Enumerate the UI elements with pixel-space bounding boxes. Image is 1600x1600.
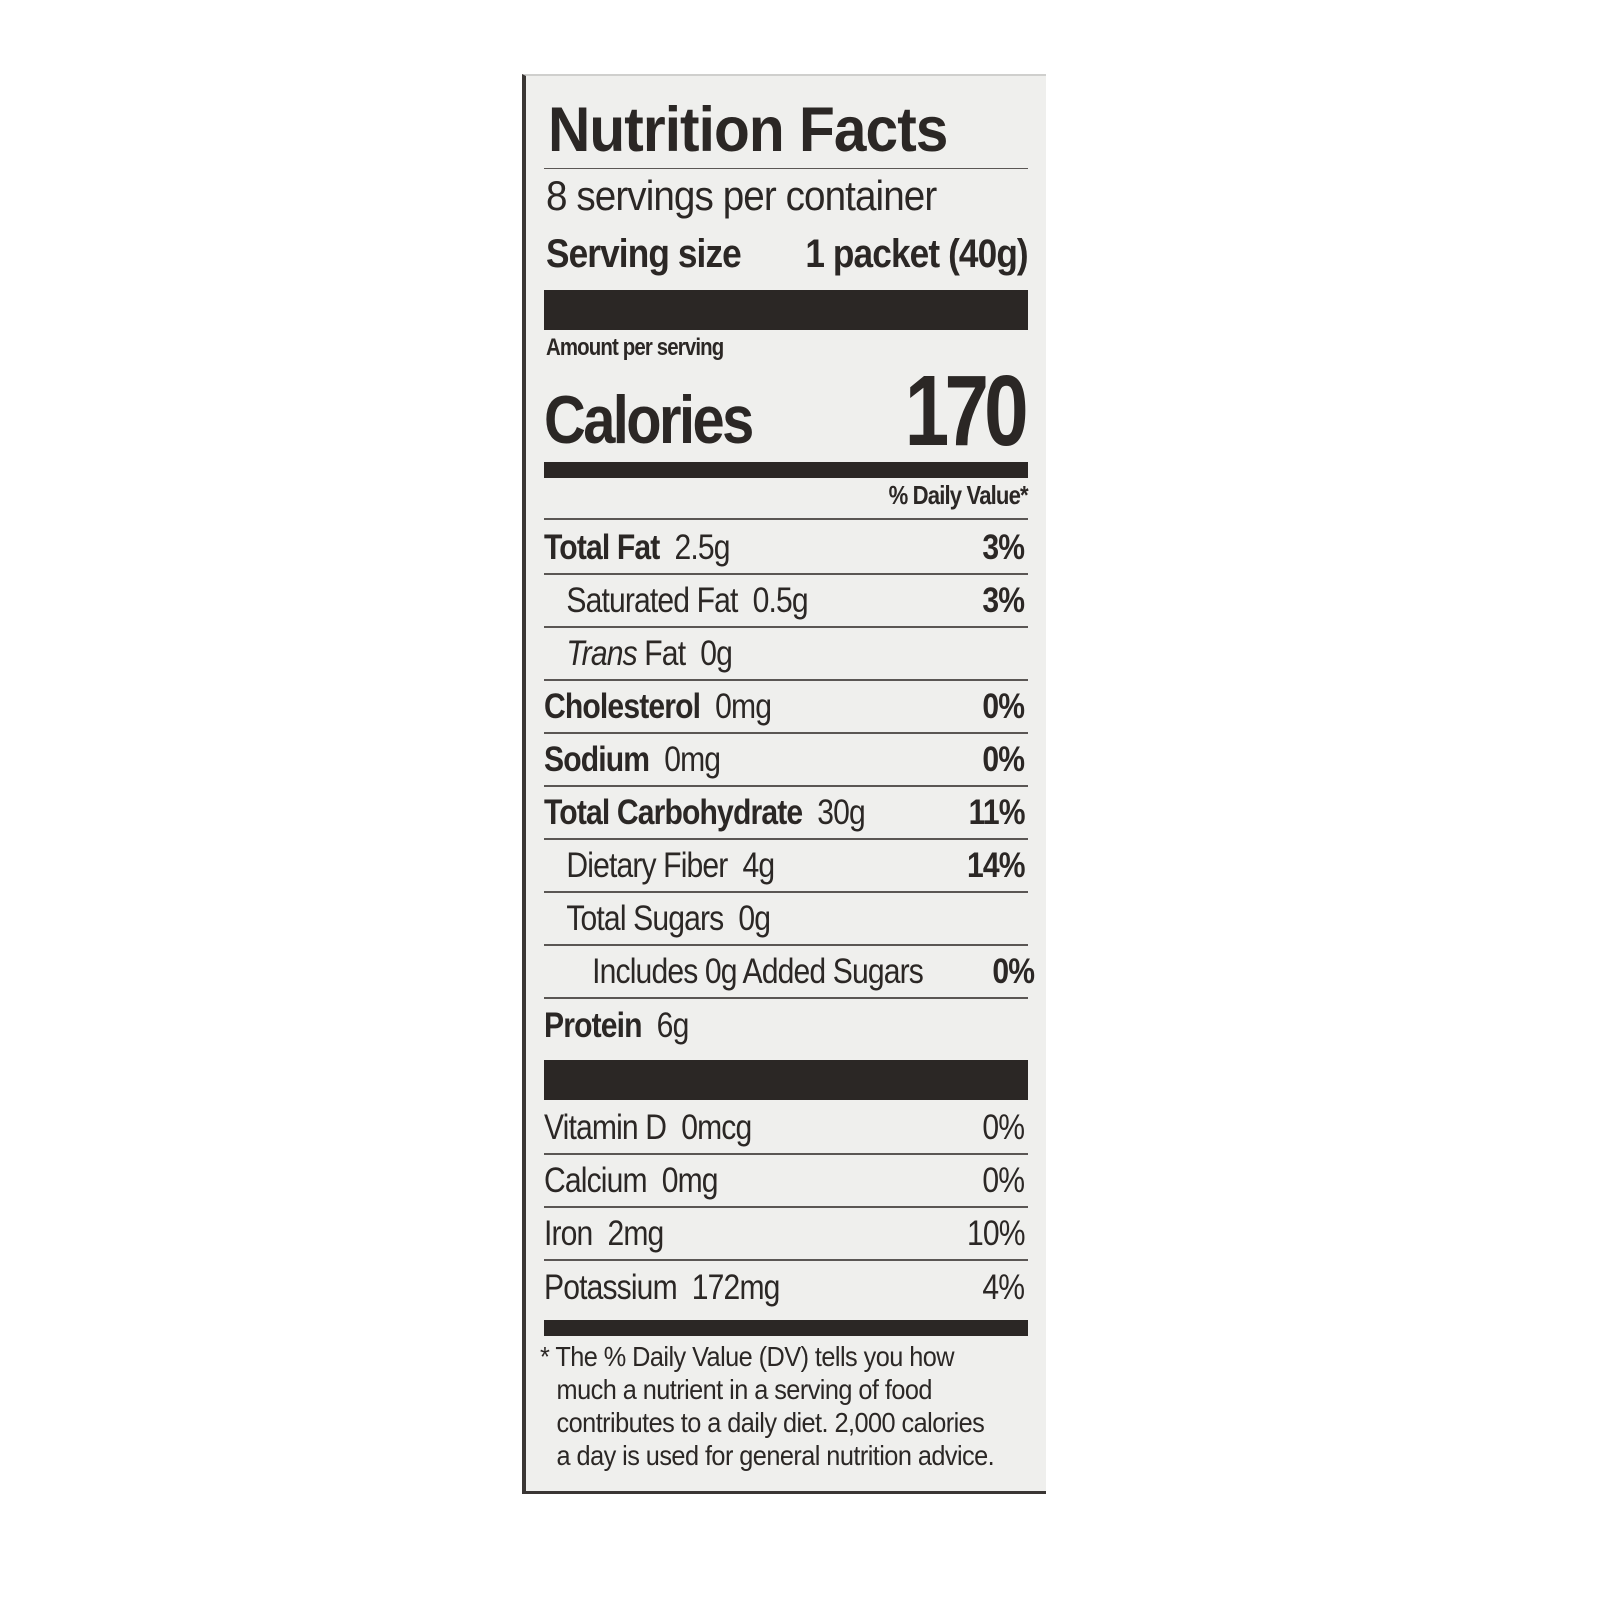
vitamin-label: Potassium 172mg bbox=[544, 1268, 780, 1308]
vitamin-daily-value: 0% bbox=[982, 1160, 1026, 1200]
vitamin-amount: 0mg bbox=[661, 1160, 719, 1200]
nutrient-name: Total Carbohydrate bbox=[544, 792, 803, 832]
nutrient-label: Cholesterol 0mg bbox=[544, 686, 772, 727]
nutrient-name: Includes 0g Added Sugars bbox=[592, 951, 924, 991]
nutrient-amount: 0g bbox=[700, 633, 733, 673]
nutrient-row: Protein 6g bbox=[544, 999, 1028, 1052]
thick-divider bbox=[544, 290, 1028, 330]
nutrient-amount: 0.5g bbox=[752, 580, 809, 620]
nutrient-daily-value: 3% bbox=[982, 527, 1026, 567]
nutrient-daily-value: 3% bbox=[982, 580, 1026, 620]
nutrient-row: Includes 0g Added Sugars 0% bbox=[544, 946, 1035, 999]
nutrient-name: Saturated Fat bbox=[566, 580, 738, 620]
vitamin-name: Iron bbox=[544, 1213, 593, 1253]
nutrient-amount: 2.5g bbox=[674, 527, 730, 567]
nutrient-label: Protein 6g bbox=[544, 1005, 690, 1046]
nutrient-amount: 30g bbox=[817, 792, 866, 832]
vitamin-row: Vitamin D 0mcg 0% bbox=[544, 1102, 1028, 1155]
nutrient-label: Total Fat 2.5g bbox=[544, 528, 730, 568]
nutrient-name: Dietary Fiber bbox=[566, 845, 728, 885]
nutrition-facts-label: Nutrition Facts 8 servings per container… bbox=[522, 74, 1046, 1494]
nutrient-row: Cholesterol 0mg 0% bbox=[544, 681, 1028, 734]
nutrient-label: Trans Fat 0g bbox=[544, 634, 732, 674]
nutrient-list: Total Fat 2.5g 3% Saturated Fat 0.5g 3% Tran… bbox=[544, 522, 1035, 1052]
nutrient-daily-value: 0% bbox=[992, 951, 1035, 991]
nutrient-amount: 4g bbox=[742, 845, 775, 885]
nutrient-label: Includes 0g Added Sugars bbox=[544, 951, 924, 992]
nutrient-label: Sodium 0mg bbox=[544, 739, 721, 780]
serving-size-label: Serving size bbox=[546, 232, 742, 276]
serving-size: Serving size 1 packet (40g) bbox=[546, 232, 1029, 277]
footnote-line: contributes to a daily diet. 2,000 calor… bbox=[556, 1407, 985, 1438]
nutrient-name: Protein bbox=[544, 1005, 643, 1045]
vitamin-name: Potassium bbox=[544, 1267, 678, 1307]
nutrient-row: Trans Fat 0g bbox=[544, 628, 1028, 681]
vitamin-amount: 2mg bbox=[607, 1213, 664, 1253]
nutrient-daily-value: 14% bbox=[966, 845, 1026, 885]
nutrient-daily-value: 11% bbox=[968, 792, 1026, 832]
label-title: Nutrition Facts bbox=[548, 95, 948, 165]
nutrient-amount: 0g bbox=[738, 898, 771, 938]
calories-value: 170 bbox=[904, 355, 1029, 467]
vitamin-daily-value: 0% bbox=[982, 1107, 1026, 1147]
nutrient-row: Saturated Fat 0.5g 3% bbox=[544, 575, 1028, 628]
vitamin-amount: 172mg bbox=[691, 1267, 781, 1307]
nutrient-name: Sodium bbox=[544, 739, 650, 779]
nutrient-amount: 0mg bbox=[715, 686, 772, 726]
nutrient-amount: 0mg bbox=[664, 739, 721, 779]
nutrient-row: Sodium 0mg 0% bbox=[544, 734, 1028, 787]
nutrient-row: Total Sugars 0g bbox=[544, 893, 1028, 946]
nutrient-row: Total Carbohydrate 30g 11% bbox=[544, 787, 1028, 840]
nutrient-name: Trans bbox=[566, 633, 637, 673]
vitamin-label: Vitamin D 0mcg bbox=[544, 1107, 752, 1148]
nutrient-name: Total Fat bbox=[544, 527, 660, 567]
amount-per-serving: Amount per serving bbox=[546, 334, 724, 361]
medium-divider bbox=[544, 1320, 1028, 1336]
thick-divider bbox=[544, 1060, 1028, 1100]
nutrient-label: Saturated Fat 0.5g bbox=[544, 581, 808, 621]
footnote-line: * The % Daily Value (DV) tells you how bbox=[540, 1341, 955, 1372]
vitamin-name: Vitamin D bbox=[544, 1107, 667, 1147]
vitamin-row: Iron 2mg 10% bbox=[544, 1208, 1028, 1261]
nutrient-label: Dietary Fiber 4g bbox=[544, 845, 775, 886]
vitamin-list: Vitamin D 0mcg 0% Calcium 0mg 0% Iron 2mg 10%… bbox=[544, 1102, 1028, 1314]
footnote-line: a day is used for general nutrition advi… bbox=[556, 1440, 995, 1471]
nutrient-name-suffix: Fat bbox=[644, 633, 686, 673]
nutrient-row: Dietary Fiber 4g 14% bbox=[544, 840, 1028, 893]
vitamin-daily-value: 4% bbox=[982, 1267, 1026, 1307]
nutrient-name: Total Sugars bbox=[566, 898, 724, 938]
nutrient-daily-value: 0% bbox=[982, 739, 1026, 779]
footnote: * The % Daily Value (DV) tells you how m… bbox=[540, 1340, 1028, 1472]
vitamin-label: Calcium 0mg bbox=[544, 1160, 719, 1201]
nutrient-name: Cholesterol bbox=[544, 686, 701, 726]
nutrient-row: Total Fat 2.5g 3% bbox=[544, 522, 1028, 575]
servings-per-container: 8 servings per container bbox=[546, 172, 937, 219]
medium-divider bbox=[544, 462, 1028, 478]
nutrient-label: Total Sugars 0g bbox=[544, 898, 771, 939]
vitamin-label: Iron 2mg bbox=[544, 1213, 664, 1254]
vitamin-row: Potassium 172mg 4% bbox=[544, 1261, 1028, 1314]
footnote-line: much a nutrient in a serving of food bbox=[556, 1374, 933, 1405]
vitamin-row: Calcium 0mg 0% bbox=[544, 1155, 1028, 1208]
nutrient-label: Total Carbohydrate 30g bbox=[544, 792, 866, 833]
divider bbox=[544, 518, 1028, 520]
nutrient-daily-value: 0% bbox=[982, 686, 1026, 726]
vitamin-amount: 0mcg bbox=[681, 1107, 752, 1147]
nutrient-amount: 6g bbox=[656, 1005, 690, 1045]
vitamin-daily-value: 10% bbox=[966, 1213, 1026, 1253]
divider bbox=[544, 168, 1028, 169]
serving-size-value: 1 packet (40g) bbox=[805, 232, 1029, 276]
vitamin-name: Calcium bbox=[544, 1160, 648, 1200]
calories-label: Calories bbox=[544, 382, 754, 458]
daily-value-header: % Daily Value* bbox=[888, 480, 1029, 510]
